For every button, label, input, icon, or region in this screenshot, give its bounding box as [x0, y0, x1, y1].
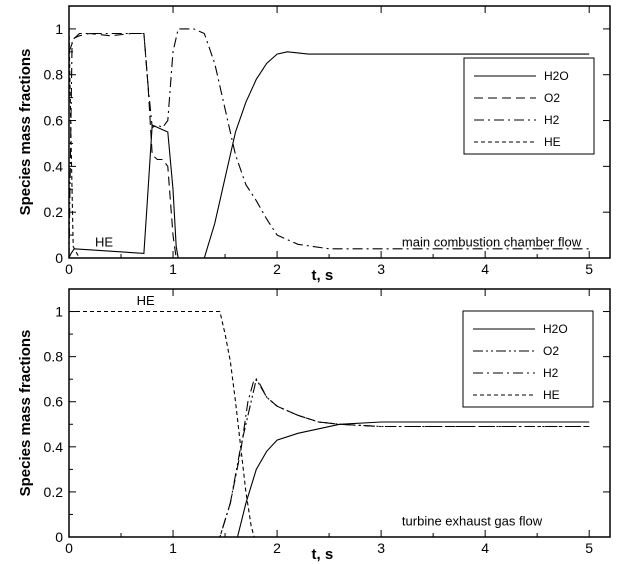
chart-1-annotation: turbine exhaust gas flow — [402, 514, 543, 529]
chart-1-legend-label-o2: O2 — [543, 344, 559, 358]
chart-0-series-o2 — [69, 32, 590, 258]
chart-0-x-tick-label: 4 — [481, 261, 489, 277]
chart-1-y-tick-label: 0.8 — [44, 349, 64, 365]
chart-1-x-tick-label: 0 — [65, 540, 73, 556]
chart-0-y-tick-label: 0.2 — [44, 204, 64, 220]
chart-1-series-he — [69, 310, 255, 537]
chart-1-series-h2o — [69, 421, 590, 537]
chart-1-y-axis-title: Species mass fractions — [17, 330, 34, 497]
chart-1-x-tick-label: 3 — [377, 540, 385, 556]
chart-0-y-tick-label: 0 — [55, 250, 63, 266]
chart-0-y-tick-label: 0.6 — [44, 113, 64, 129]
chart-0-legend-label-he: HE — [544, 135, 561, 149]
chart-1-x-tick-label: 1 — [169, 540, 177, 556]
chart-1-x-tick-label: 4 — [481, 540, 489, 556]
chart-turbine-exhaust-gas: 0 1 2 3 4 5 0 0.2 0.4 0.6 0.8 1 t, s Species mass fra… — [17, 288, 611, 563]
chart-0-legend-label-h2o: H2O — [544, 69, 569, 83]
chart-1-y-tick-label: 0.6 — [44, 394, 64, 410]
chart-0-series-he — [69, 28, 590, 258]
chart-0-x-tick-label: 3 — [377, 261, 385, 277]
chart-1-x-axis-title: t, s — [312, 546, 334, 563]
chart-1-x-tick-label: 2 — [273, 540, 281, 556]
chart-1-legend-box — [462, 310, 594, 408]
chart-1-annotation: HE — [137, 293, 155, 308]
chart-0-legend-box — [463, 57, 595, 155]
chart-1-legend-label-h2: H2 — [543, 366, 559, 380]
chart-0-x-axis-title: t, s — [312, 267, 334, 284]
chart-1-y-tick-label: 1 — [55, 304, 63, 320]
chart-0-legend-label-o2: O2 — [544, 91, 560, 105]
chart-0-y-tick-label: 0.4 — [44, 158, 64, 174]
chart-0-annotation: HE — [95, 235, 113, 250]
chart-0-y-tick-label: 1 — [55, 21, 63, 37]
chart-1-y-tick-label: 0 — [55, 529, 63, 545]
chart-1-legend-label-he: HE — [543, 388, 560, 402]
chart-0-x-tick-label: 5 — [585, 261, 593, 277]
chart-0-x-tick-label: 2 — [273, 261, 281, 277]
chart-1-x-tick-label: 5 — [585, 540, 593, 556]
chart-0-annotation: main combustion chamber flow — [402, 235, 582, 250]
chart-1-series-h2 — [69, 378, 590, 537]
chart-main-combustion-chamber: 0 1 2 3 4 5 0 0.2 0.4 0.6 0.8 1 t, s Species mass fra… — [17, 5, 611, 284]
chart-1-y-tick-label: 0.4 — [44, 439, 64, 455]
chart-0-series-h2o — [69, 51, 590, 258]
chart-0-series-h2 — [69, 28, 590, 258]
chart-0-x-tick-label: 1 — [169, 261, 177, 277]
chart-0-y-axis-title: Species mass fractions — [17, 49, 34, 216]
chart-1-plot-frame — [68, 288, 611, 538]
chart-0-y-tick-label: 0.8 — [44, 67, 64, 83]
chart-1-legend-label-h2o: H2O — [543, 322, 568, 336]
chart-1-y-tick-label: 0.2 — [44, 484, 64, 500]
chart-0-x-tick-label: 0 — [65, 261, 73, 277]
chart-0-legend-label-h2: H2 — [544, 113, 560, 127]
